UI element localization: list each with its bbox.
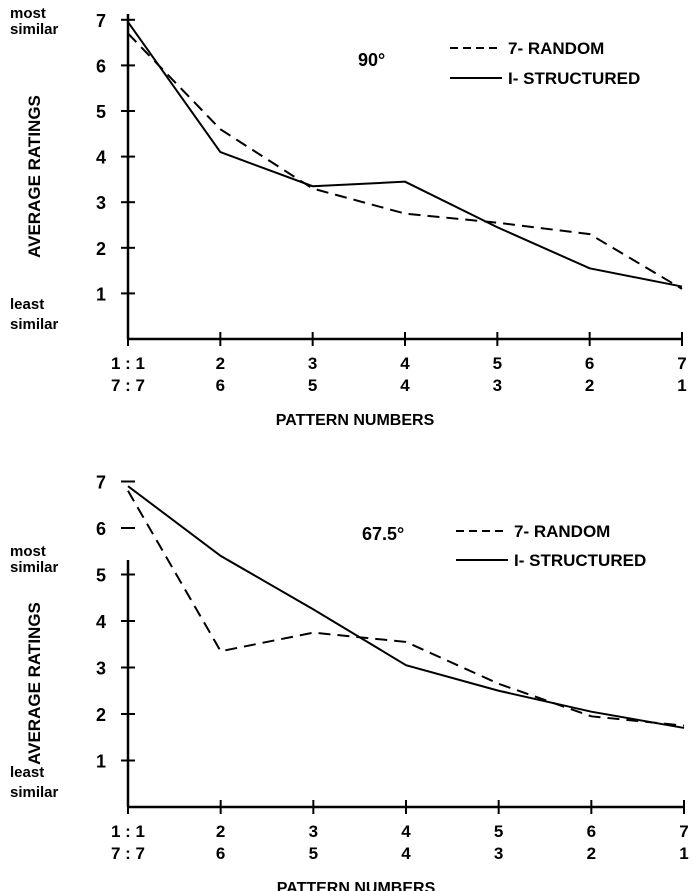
x-tick-label-row2: 1 [677, 376, 686, 395]
angle-annotation: 90° [358, 50, 385, 70]
series-line-structured [127, 485, 685, 729]
similar-top-label: similar [10, 559, 59, 576]
x-tick-label-row1: 1 : 1 [111, 822, 145, 841]
x-tick-label-row1: 3 [309, 822, 318, 841]
x-tick-label-row1: 2 [216, 354, 225, 373]
x-tick-label-row2: 6 [216, 376, 225, 395]
y-tick-label: 1 [96, 752, 106, 772]
least-label: least [10, 296, 44, 313]
x-tick-label-row2: 5 [309, 844, 318, 863]
x-tick-label-row2: 4 [400, 376, 410, 395]
least-label: least [10, 764, 44, 781]
x-tick-label-row1: 3 [308, 354, 317, 373]
x-axis-title: PATTERN NUMBERS [277, 880, 436, 891]
x-tick-label-row1: 5 [494, 822, 503, 841]
x-tick-label-row2: 7 : 7 [111, 844, 145, 863]
x-tick-label-row1: 7 [679, 822, 688, 841]
y-tick-label: 4 [96, 148, 106, 168]
y-tick-label: 4 [96, 612, 106, 632]
x-tick-label-row1: 5 [493, 354, 502, 373]
x-tick-label-row2: 2 [585, 376, 594, 395]
x-axis-title: PATTERN NUMBERS [276, 412, 435, 429]
most-label: most [10, 543, 46, 560]
x-tick-label-row1: 1 : 1 [111, 354, 145, 373]
y-axis-title: AVERAGE RATINGS [25, 602, 44, 765]
y-tick-label: 7 [96, 11, 106, 31]
y-axis-title: AVERAGE RATINGS [25, 95, 44, 258]
angle-annotation: 67.5° [362, 524, 404, 544]
x-tick-label-row1: 7 [677, 354, 686, 373]
x-tick-label-row2: 3 [493, 376, 502, 395]
x-tick-label-row2: 2 [587, 844, 596, 863]
series-line-random [127, 490, 685, 727]
legend-label: I- STRUCTURED [508, 69, 640, 88]
similar-top-label: similar [10, 21, 59, 38]
legend-label: 7- RANDOM [508, 39, 604, 58]
x-tick-label-row1: 4 [400, 354, 410, 373]
series-line-random [127, 32, 683, 290]
y-tick-label: 5 [96, 102, 106, 122]
most-label: most [10, 5, 46, 22]
y-tick-label: 6 [96, 519, 106, 539]
x-tick-label-row1: 4 [401, 822, 411, 841]
x-tick-label-row2: 7 : 7 [111, 376, 145, 395]
y-tick-label: 2 [96, 239, 106, 259]
x-tick-label-row1: 6 [585, 354, 594, 373]
similar-bottom-label: similar [10, 784, 59, 801]
y-tick-label: 7 [96, 473, 106, 493]
legend-label: 7- RANDOM [514, 522, 610, 541]
x-tick-label-row2: 6 [216, 844, 225, 863]
x-tick-label-row2: 1 [679, 844, 688, 863]
legend-label: I- STRUCTURED [514, 551, 646, 570]
similar-bottom-label: similar [10, 316, 59, 333]
y-tick-label: 6 [96, 56, 106, 76]
x-tick-label-row2: 5 [308, 376, 317, 395]
y-tick-label: 3 [96, 193, 106, 213]
series-line-structured [127, 21, 683, 288]
x-tick-label-row1: 6 [587, 822, 596, 841]
y-tick-label: 5 [96, 566, 106, 586]
x-tick-label-row2: 4 [401, 844, 411, 863]
x-tick-label-row2: 3 [494, 844, 503, 863]
chart-panel-1: 1 2 3 4 5 6 7 1 : 1 7 : 7 2 6 3 5 4 4 5 3 6 2 7 1 PATTERN NUM… [10, 5, 687, 429]
chart-panel-2: 1 2 3 4 5 6 7 1 : 1 7 : 7 2 6 3 5 4 4 5 3 6 2 7 1 PATTERN NUM… [10, 473, 689, 891]
x-tick-label-row1: 2 [216, 822, 225, 841]
y-tick-label: 2 [96, 705, 106, 725]
y-tick-label: 3 [96, 659, 106, 679]
y-tick-label: 1 [96, 284, 106, 304]
